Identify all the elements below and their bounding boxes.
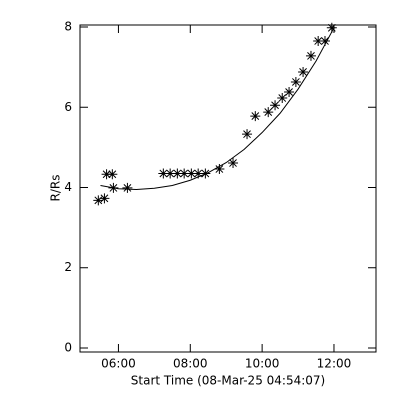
x-tick-label: 06:00 (101, 357, 136, 371)
data-point (263, 107, 274, 118)
data-point (193, 168, 204, 179)
data-point (319, 36, 330, 47)
data-point (250, 111, 261, 122)
data-point (158, 168, 169, 179)
data-point (214, 164, 225, 175)
x-axis-label: Start Time (08-Mar-25 04:54:07) (131, 374, 325, 388)
data-point (93, 195, 104, 206)
plot-frame (79, 24, 377, 353)
data-point (165, 168, 176, 179)
data-point (305, 50, 316, 61)
y-tick-label: 4 (64, 180, 72, 194)
data-point (313, 36, 324, 47)
data-point (326, 22, 337, 33)
y-tick-label: 2 (64, 260, 72, 274)
data-point (122, 182, 133, 193)
y-axis-label: R/Rs (49, 175, 63, 202)
data-point (179, 168, 190, 179)
x-tick-label: 12:00 (317, 357, 352, 371)
data-point (186, 168, 197, 179)
y-tick-label: 8 (64, 20, 72, 34)
fit-curve (100, 27, 335, 191)
data-point (228, 158, 239, 169)
data-point (101, 169, 112, 180)
data-point (172, 168, 183, 179)
data-point (298, 66, 309, 77)
x-tick-label: 08:00 (173, 357, 208, 371)
x-tick-label: 10:00 (245, 357, 280, 371)
data-point (290, 76, 301, 87)
y-tick-label: 6 (64, 100, 72, 114)
data-point (242, 129, 253, 140)
data-point (270, 100, 281, 111)
data-point (277, 93, 288, 104)
data-point (284, 87, 295, 97)
data-point (99, 193, 110, 204)
data-point (107, 169, 118, 180)
y-tick-label: 0 (64, 340, 72, 354)
